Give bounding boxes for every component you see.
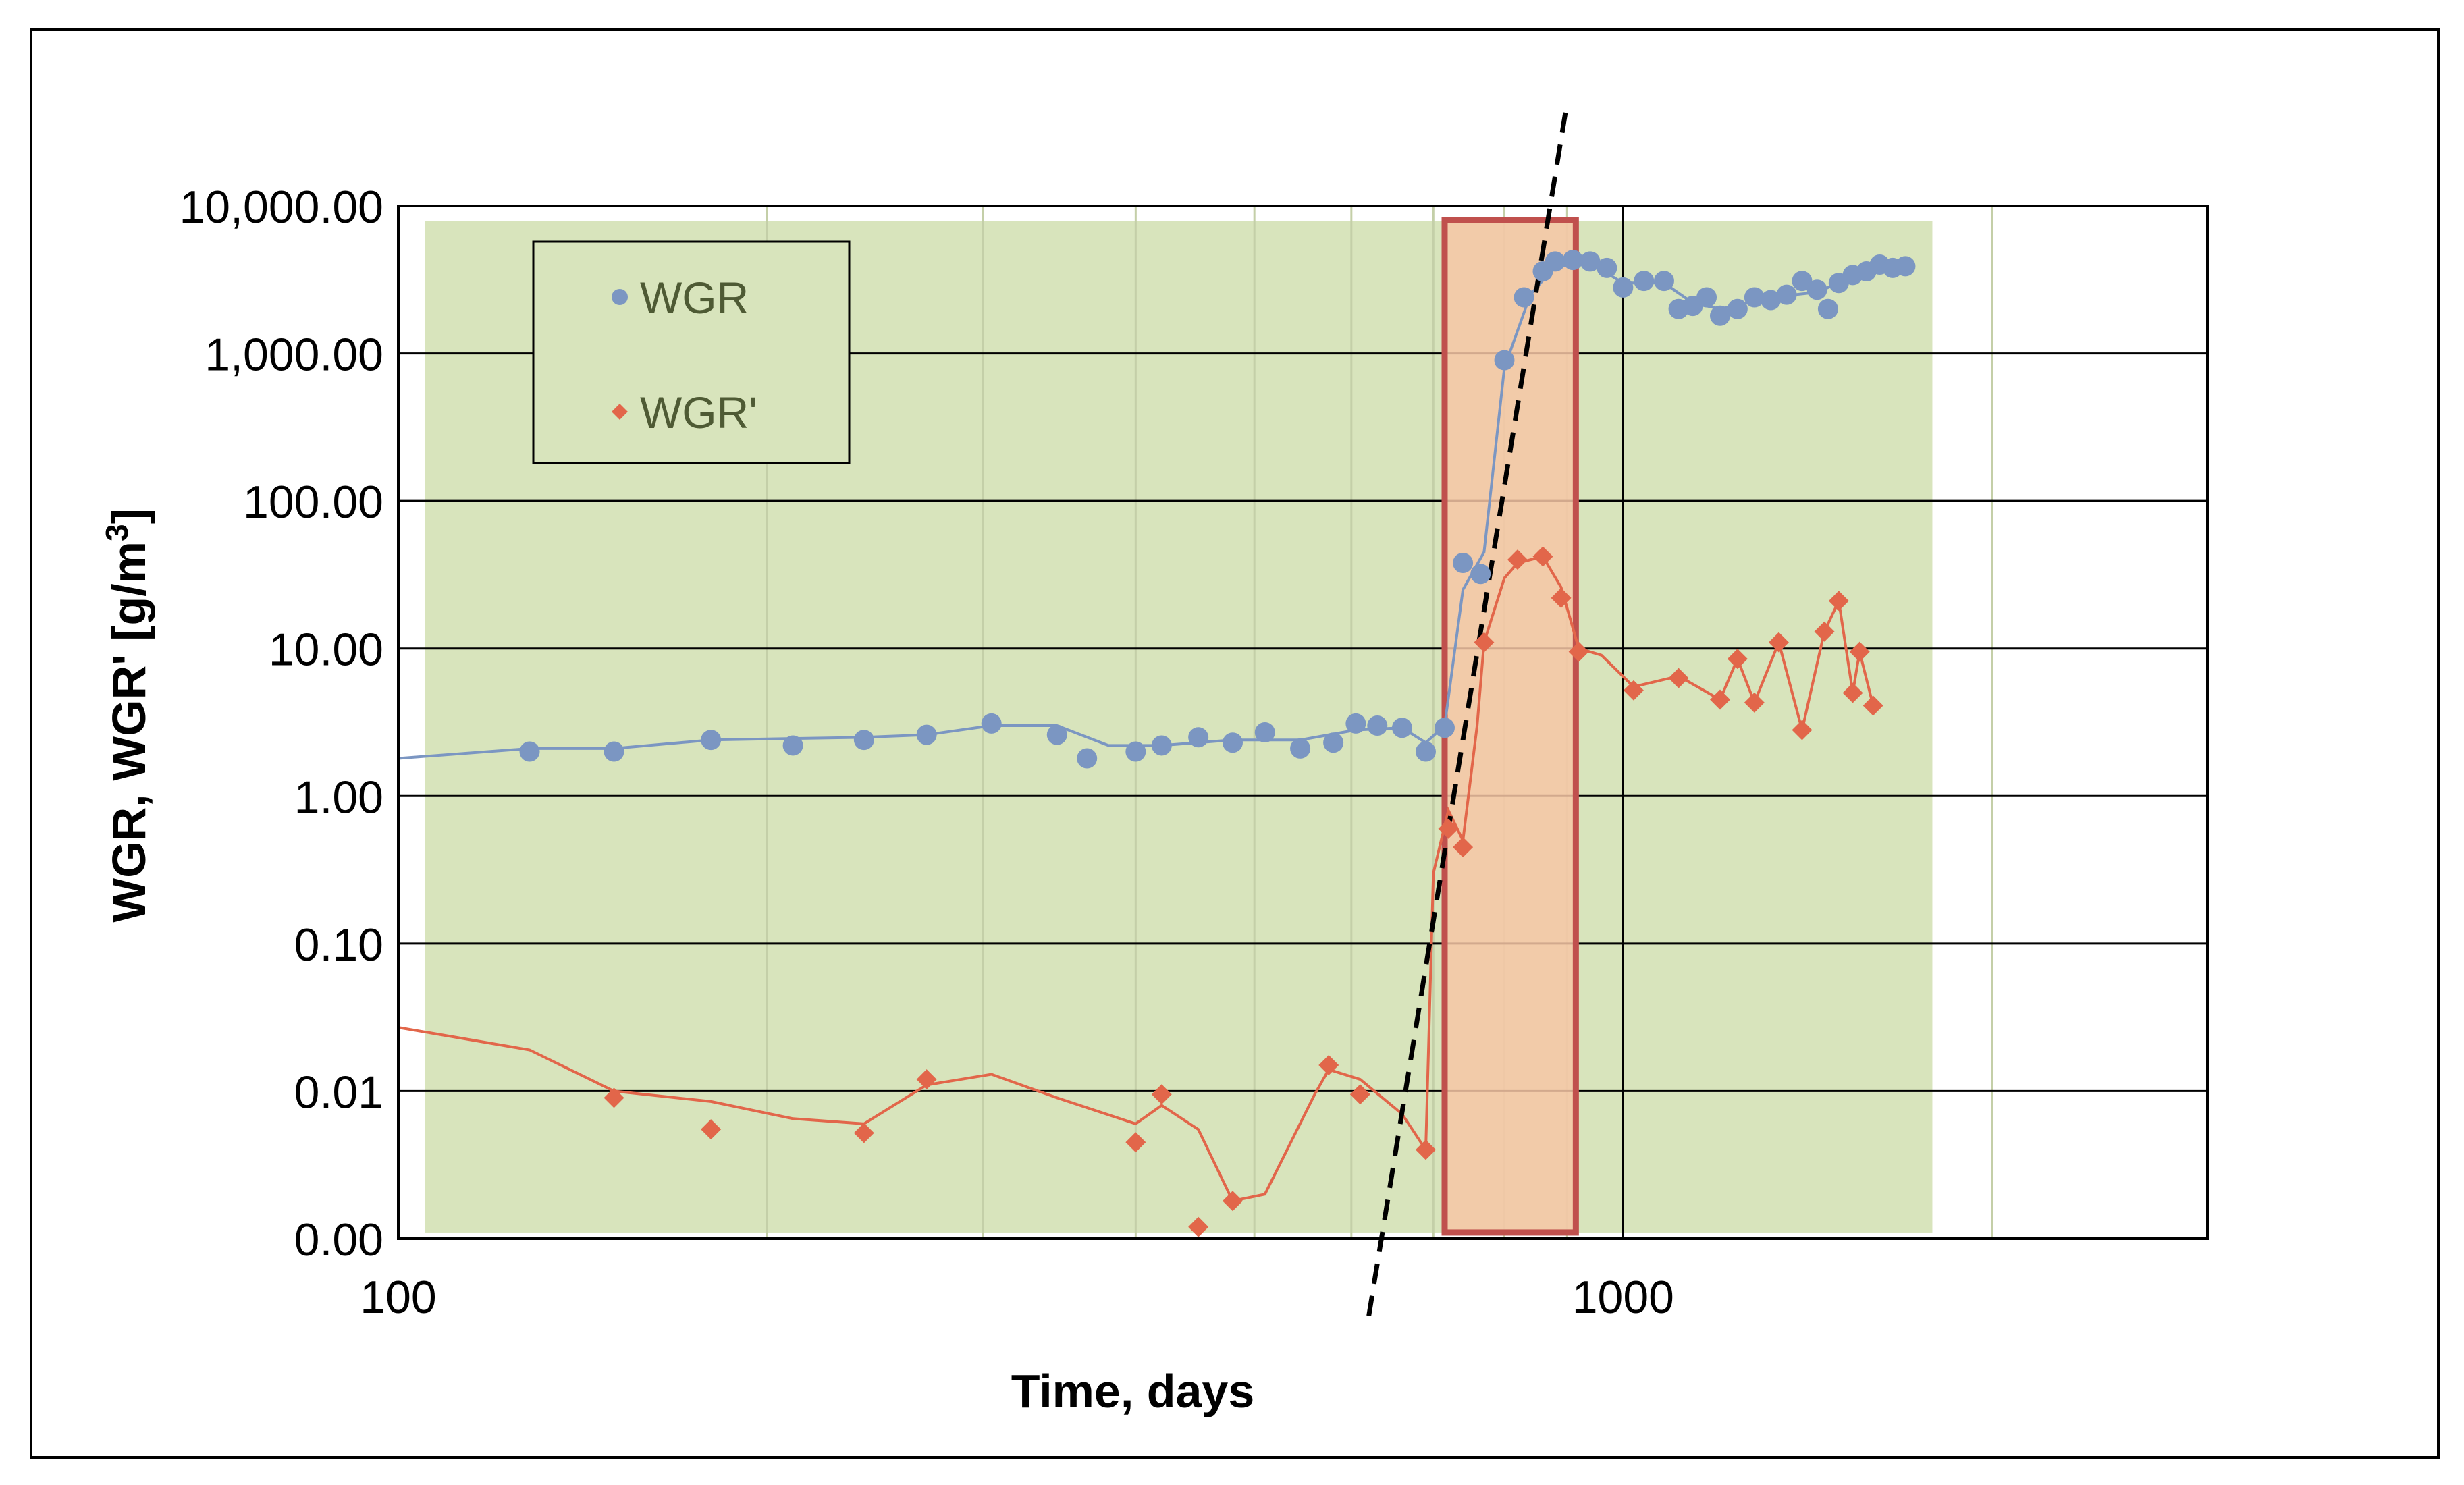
x-tick-label: 100: [360, 1272, 436, 1323]
wgr-point: [1345, 713, 1366, 734]
legend-wgr-label: WGR: [640, 273, 749, 323]
wgr-prime-point: [853, 1123, 874, 1143]
wgr-point: [1151, 735, 1172, 756]
wgr-point: [1806, 279, 1827, 300]
wgr-point: [1744, 287, 1765, 308]
dashed-trend-line: [1366, 102, 1570, 1316]
wgr-point: [1545, 251, 1565, 272]
wgr-prime-trend-line: [398, 555, 1875, 1203]
wgr-prime-point: [1814, 621, 1835, 642]
wgr-prime-point: [1849, 641, 1870, 662]
wgr-prime-point: [1828, 591, 1849, 612]
wgr-point: [1653, 271, 1674, 292]
wgr-point: [1323, 732, 1344, 753]
y-axis-label-end: ]: [103, 508, 155, 524]
wgr-prime-point: [1668, 668, 1689, 688]
wgr-point: [1563, 250, 1584, 271]
y-tick-label: 0.10: [294, 919, 383, 971]
wgr-prime-point: [1318, 1054, 1339, 1075]
wgr-prime-point: [1744, 692, 1765, 713]
wgr-point: [1580, 251, 1601, 272]
y-tick-label: 0.01: [294, 1066, 383, 1118]
wgr-point: [1613, 277, 1634, 298]
wgr-prime-point: [1415, 1139, 1436, 1160]
wgr-prime-point: [1532, 546, 1553, 567]
wgr-prime-point: [1623, 680, 1644, 701]
x-axis-label: Time, days: [1011, 1365, 1255, 1418]
y-tick-label: 0.00: [294, 1214, 383, 1266]
wgr-point: [1453, 552, 1474, 573]
wgr-point: [1761, 290, 1782, 310]
wgr-point: [1727, 298, 1748, 319]
wgr-prime-point: [1551, 587, 1572, 608]
wgr-point: [604, 741, 624, 762]
legend-wgr-prime-marker: [612, 404, 628, 420]
legend-wgr-marker: [612, 289, 628, 305]
y-axis-label-superscript: 3: [99, 524, 134, 541]
y-tick-label: 10,000.00: [179, 182, 383, 233]
wgr-prime-point: [1438, 818, 1459, 839]
wgr-prime-point: [1507, 549, 1528, 570]
wgr-prime-point: [1768, 632, 1789, 653]
wgr-prime-point: [1151, 1084, 1172, 1105]
y-tick-label: 100.00: [243, 477, 383, 528]
wgr-prime-point: [1710, 689, 1731, 710]
wgr-point: [701, 730, 722, 751]
wgr-point: [1435, 718, 1455, 738]
wgr-prime-point: [1453, 837, 1474, 858]
wgr-point: [1254, 722, 1275, 743]
wgr-prime-point: [1792, 720, 1813, 740]
wgr-point: [981, 713, 1002, 734]
y-tick-label: 1.00: [294, 772, 383, 823]
wgr-prime-point: [1842, 682, 1863, 703]
wgr-point: [1696, 287, 1717, 308]
wgr-point: [1634, 271, 1655, 292]
x-tick-label: 1000: [1572, 1272, 1674, 1323]
y-axis-label-main: WGR, WGR' [g/m: [103, 541, 155, 923]
legend-box: [532, 240, 851, 464]
wgr-prime-point: [916, 1069, 937, 1090]
wgr-point: [1494, 350, 1515, 371]
y-axis-label: WGR, WGR' [g/m3]: [99, 508, 155, 923]
wgr-point: [1367, 716, 1388, 736]
wgr-prime-point: [1223, 1191, 1243, 1212]
wgr-point: [1470, 564, 1491, 585]
wgr-point: [1776, 284, 1797, 305]
wgr-prime-point: [1474, 632, 1495, 653]
wgr-prime-point: [1727, 649, 1748, 670]
wgr-point: [1817, 298, 1838, 319]
wgr-point: [1223, 732, 1243, 753]
wgr-point: [1391, 718, 1412, 738]
wgr-prime-point: [1125, 1132, 1146, 1153]
wgr-point: [1710, 305, 1731, 326]
wgr-prime-point: [1568, 641, 1589, 662]
wgr-prime-point: [604, 1087, 624, 1108]
wgr-point: [1597, 257, 1617, 278]
wgr-prime-point: [701, 1119, 722, 1140]
wgr-point: [853, 730, 874, 751]
wgr-point: [1895, 256, 1916, 277]
wgr-point: [1077, 748, 1098, 769]
legend-wgr-prime-label: WGR': [640, 387, 757, 437]
y-tick-label: 10.00: [269, 624, 383, 676]
wgr-point: [1290, 738, 1311, 759]
wgr-point: [782, 735, 803, 756]
wgr-point: [1188, 727, 1209, 748]
wgr-point: [1046, 724, 1067, 745]
wgr-point: [1514, 287, 1534, 308]
wgr-prime-point: [1188, 1216, 1209, 1237]
wgr-point: [1125, 741, 1146, 762]
y-tick-label: 1,000.00: [205, 329, 383, 381]
wgr-point: [1415, 741, 1436, 762]
wgr-point: [916, 724, 937, 745]
wgr-point: [1792, 271, 1813, 292]
plot-area-border: [397, 205, 2209, 1240]
wgr-point: [519, 741, 540, 762]
wgr-prime-point: [1349, 1084, 1370, 1105]
wgr-prime-point: [1863, 695, 1883, 716]
